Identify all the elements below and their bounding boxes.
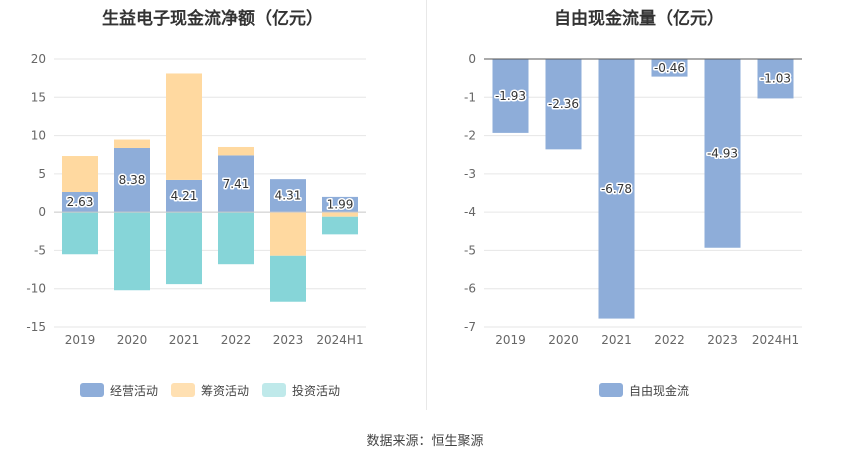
chart1-bar-2020-series1: [114, 139, 150, 148]
chart1-bar-2020-series0: [114, 147, 150, 213]
chart1-data-label: 8.38: [119, 173, 146, 187]
chart1-bar-2021-series2: [166, 212, 202, 285]
chart1-xtick-label: 2020: [117, 333, 148, 347]
chart2-data-label: -1.93: [495, 89, 526, 103]
chart2-ytick-label: -1: [464, 90, 476, 104]
chart2-title: 自由现金流量（亿元）: [554, 9, 724, 29]
chart1-data-label: 4.31: [275, 189, 302, 203]
chart2-ytick-label: 0: [468, 52, 476, 66]
chart2-xtick-label: 2023: [707, 333, 738, 347]
chart1-xtick-label: 2019: [65, 333, 96, 347]
legend-item-free-cash-flow[interactable]: 自由现金流: [599, 382, 689, 399]
chart1-bar-2023-series1: [270, 212, 306, 256]
chart1-bar-2022-series0: [218, 155, 254, 213]
chart1-ytick-label: 15: [31, 90, 46, 104]
legend-label-investing: 投资活动: [292, 383, 341, 398]
chart1-ytick-label: 10: [31, 129, 46, 143]
chart1-xtick-label: 2024H1: [316, 333, 363, 347]
legend-swatch-investing: [262, 383, 287, 397]
chart1-ytick-label: -10: [26, 282, 46, 296]
chart1-xtick-label: 2021: [169, 333, 200, 347]
chart1-xtick-label: 2022: [221, 333, 252, 347]
chart1-title: 生益电子现金流净额（亿元）: [102, 9, 323, 29]
chart1-bar-2019-series0: [62, 192, 98, 213]
legend-label-free-cash-flow: 自由现金流: [629, 383, 690, 398]
data-source: 数据来源：恒生聚源: [366, 434, 484, 449]
chart1-bar-2024H1-series2: [322, 216, 358, 235]
chart1-bar-2024H1-series1: [322, 212, 358, 217]
chart2-data-label: -1.03: [760, 72, 791, 86]
chart2-xtick-label: 2020: [548, 333, 579, 347]
chart1-ytick-label: 20: [31, 52, 46, 66]
chart1-data-label: 1.99: [327, 198, 354, 212]
chart2-bar-2019-series0: [492, 59, 529, 133]
chart2-bar-2024H1-series0: [757, 59, 794, 99]
panel-divider: [426, 0, 427, 410]
chart2-data-label: -0.46: [654, 61, 685, 75]
chart1-bar-2021-series0: [166, 179, 202, 213]
chart1-bar-2020-series2: [114, 212, 150, 291]
chart2-xtick-label: 2022: [654, 333, 685, 347]
legend-label-financing: 筹资活动: [201, 383, 250, 398]
chart1-data-label: 7.41: [223, 177, 250, 191]
chart2-ytick-label: -4: [464, 205, 476, 219]
chart2-ytick-label: -2: [464, 129, 476, 143]
chart1-legend: 经营活动 筹资活动 投资活动: [80, 381, 353, 399]
chart1-data-label: 2.63: [67, 195, 94, 209]
chart1-ytick-label: 5: [38, 167, 46, 181]
chart2-bar-2020-series0: [545, 59, 582, 150]
chart1-bar-2019-series1: [62, 156, 98, 193]
chart2-data-label: -4.93: [707, 146, 738, 160]
chart1-xtick-label: 2023: [273, 333, 304, 347]
legend-swatch-free-cash-flow: [599, 383, 623, 397]
chart2-bar-2021-series0: [598, 59, 635, 319]
legend-item-financing[interactable]: 筹资活动: [171, 382, 249, 399]
chart2-bar-2023-series0: [704, 59, 741, 248]
chart1-bar-2023-series2: [270, 255, 306, 302]
chart1-bar-2021-series1: [166, 73, 202, 180]
chart2-data-label: -2.36: [548, 97, 579, 111]
chart2-xtick-label: 2024H1: [752, 333, 799, 347]
chart2-xtick-label: 2019: [495, 333, 526, 347]
chart2-xtick-label: 2021: [601, 333, 632, 347]
chart1-bar-2023-series0: [270, 179, 306, 213]
chart1-ytick-label: -5: [34, 243, 46, 257]
chart1-bar-2022-series2: [218, 212, 254, 265]
chart2-ytick-label: -5: [464, 243, 476, 257]
legend-label-operating: 经营活动: [110, 383, 159, 398]
chart1-bar-2022-series1: [218, 146, 254, 156]
chart2-ytick-label: -6: [464, 282, 476, 296]
legend-item-operating[interactable]: 经营活动: [80, 382, 158, 399]
chart1-bar-2019-series2: [62, 212, 98, 255]
chart2-legend: 自由现金流: [599, 381, 702, 399]
chart1-data-label: 4.21: [171, 189, 198, 203]
chart2-bar-2022-series0: [651, 59, 688, 77]
chart1-bar-2024H1-series0: [322, 196, 358, 213]
chart1-ytick-label: 0: [38, 205, 46, 219]
chart2-data-label: -6.78: [601, 182, 632, 196]
chart2-ytick-label: -3: [464, 167, 476, 181]
legend-swatch-operating: [80, 383, 104, 397]
chart2-ytick-label: -7: [464, 320, 476, 334]
chart1-ytick-label: -15: [26, 320, 46, 334]
legend-item-investing[interactable]: 投资活动: [262, 382, 340, 399]
legend-swatch-financing: [171, 383, 196, 397]
